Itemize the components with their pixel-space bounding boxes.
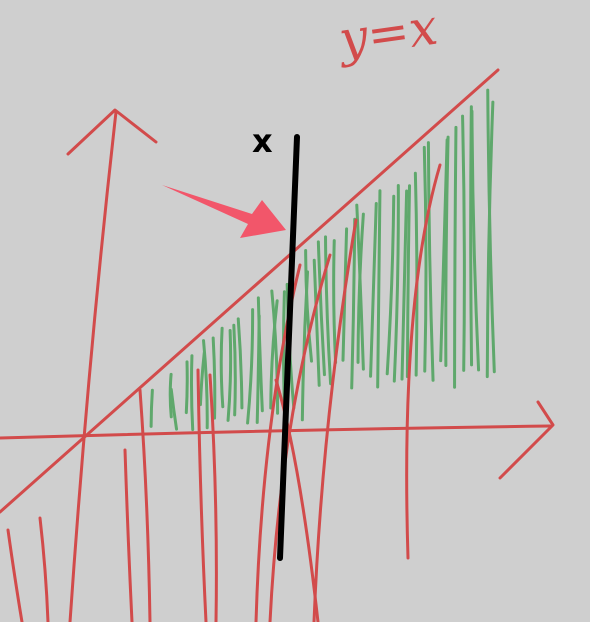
hatch-stroke xyxy=(211,336,217,420)
y-axis xyxy=(68,110,118,622)
hatch-stroke xyxy=(270,289,280,415)
hatch-stroke xyxy=(202,339,209,430)
hatch-stroke xyxy=(405,184,412,379)
hatching xyxy=(149,88,496,432)
marker-line xyxy=(277,134,300,561)
diagonal-line xyxy=(0,68,500,514)
hatch-stroke xyxy=(232,323,237,417)
hatch-stroke xyxy=(350,217,357,390)
hatch-stroke xyxy=(486,88,496,374)
hatch-stroke xyxy=(169,387,179,431)
hatch-stroke xyxy=(236,317,244,410)
hatch-stroke xyxy=(316,240,326,377)
hatch-stroke xyxy=(312,258,321,387)
hatch-stroke xyxy=(422,145,428,373)
hatch-stroke xyxy=(246,308,255,425)
curve-label: y=x xyxy=(333,0,440,69)
hatch-stroke xyxy=(304,249,314,363)
hatch-stroke xyxy=(168,372,173,419)
hatch-stroke xyxy=(324,235,333,386)
hatch-stroke xyxy=(385,194,396,376)
hatch-stroke xyxy=(453,125,458,389)
hatch-stroke xyxy=(226,328,233,422)
x-axis-arrowhead xyxy=(498,400,555,480)
hatch-stroke xyxy=(400,189,409,381)
marker-label: x xyxy=(252,122,273,160)
hatch-stroke xyxy=(184,360,189,415)
hatch-stroke xyxy=(149,388,154,428)
x-axis xyxy=(0,424,552,440)
y-axis-arrowhead xyxy=(66,108,158,156)
hatch-stroke xyxy=(392,183,400,383)
hatch-stroke xyxy=(444,135,450,368)
hatch-stroke xyxy=(332,239,338,365)
red-curves xyxy=(6,163,442,622)
hatch-stroke xyxy=(470,109,481,372)
hatch-stroke xyxy=(461,114,466,372)
hatch-stroke xyxy=(256,296,264,413)
hatch-stroke xyxy=(269,299,279,410)
hatch-stroke xyxy=(355,203,365,371)
hatch-stroke xyxy=(426,141,435,382)
hatch-stroke xyxy=(189,354,195,432)
pointer-arrow xyxy=(162,185,286,238)
hatch-stroke xyxy=(219,326,225,409)
hatch-stroke xyxy=(376,189,382,389)
hatch-stroke xyxy=(369,201,378,378)
